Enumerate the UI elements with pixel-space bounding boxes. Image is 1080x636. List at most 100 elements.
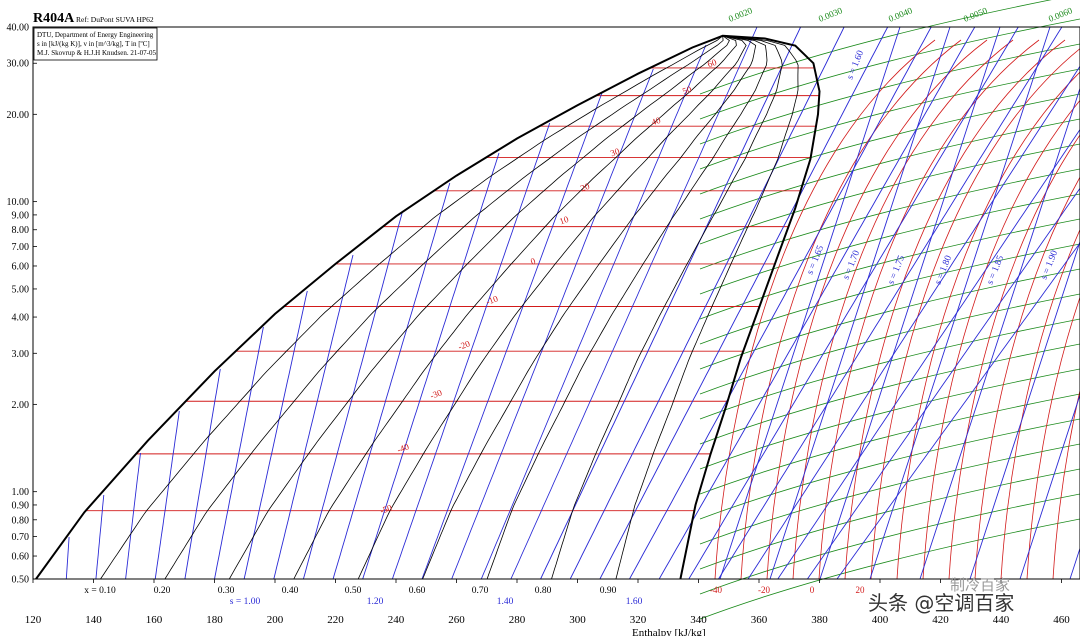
isotherm-label-bottom: 0 (810, 585, 815, 595)
enthalpy-tick-label: 320 (630, 614, 647, 626)
info-line-3: M.J. Skovrup & H.J.H Knudsen. 21-07-05 (37, 49, 157, 57)
isotherm-vapor-line (714, 39, 936, 580)
isotherm-vapor-line (1000, 228, 1080, 580)
watermark: 制冷百家 头条 @空调百家 (868, 576, 1014, 615)
enthalpy-tick-label: 300 (569, 614, 586, 626)
isochore-line (699, 193, 1080, 295)
quality-line (486, 35, 768, 580)
isotherm-vapor-line (792, 39, 1014, 580)
entropy-label: s = 1.00 (230, 597, 261, 607)
isentrope-line (95, 494, 105, 580)
saturation-dome (35, 34, 821, 580)
quality-lines (100, 35, 799, 580)
isentrope-line (362, 152, 500, 580)
isentrope-line (65, 536, 70, 580)
pressure-tick-label: 6.00 (12, 261, 30, 272)
chart-title: R404A (33, 11, 75, 26)
watermark-faded-text: 制冷百家 (950, 576, 1010, 594)
isentrope-line (718, 26, 1063, 580)
isotherm-label: 50 (681, 84, 693, 97)
pressure-tick-label: 1.00 (12, 487, 30, 498)
info-box (33, 27, 158, 61)
isochore-line (699, 268, 1080, 370)
isentrope-vapor-line (969, 240, 1080, 580)
isochore-line (699, 343, 1080, 445)
isentrope-line (629, 26, 932, 580)
info-line-2: s in [kJ/(kg K)], v in [m^3/kg], T in [º… (37, 40, 150, 48)
isochore-lines (699, 0, 1080, 620)
enthalpy-tick-label: 460 (1053, 614, 1070, 626)
pressure-tick-label: 40.00 (7, 23, 30, 34)
isentrope-vapor-line (1019, 393, 1080, 580)
quality-label: x = 0.10 (84, 586, 116, 596)
plot-frame (32, 26, 1080, 580)
isotherm-label: -20 (457, 338, 472, 352)
isotherm-label: 20 (579, 181, 591, 194)
pressure-tick-label: 20.00 (7, 110, 30, 121)
isochore-line (699, 493, 1080, 595)
enthalpy-tick-label: 380 (811, 614, 828, 626)
isentrope-line (480, 44, 707, 580)
isotherm-vapor-line (740, 39, 962, 580)
pressure-tick-label: 5.00 (12, 284, 30, 295)
quality-line (551, 35, 783, 580)
pressure-axis: 0.50 0.60 0.70 0.80 0.90 1.00 2.00 3.00 4.00 5.00… (7, 23, 37, 586)
enthalpy-tick-label: 360 (751, 614, 768, 626)
isentrope-line (658, 26, 976, 580)
entropy-label: 1.60 (626, 597, 643, 607)
isentrope-line (807, 187, 1080, 580)
isotherm-vapor-line (766, 39, 988, 580)
isentrope-line (243, 290, 308, 580)
isentrope-line (184, 368, 221, 580)
isotherm-label: 0 (529, 256, 537, 267)
isentrope-line (391, 122, 551, 580)
isentrope-lines (65, 26, 1080, 580)
enthalpy-tick-label: 420 (932, 614, 949, 626)
enthalpy-tick-label: 440 (993, 614, 1010, 626)
isotherm-vapor-line (896, 71, 1080, 580)
enthalpy-tick-label: 160 (146, 614, 163, 626)
isentrope-line (510, 26, 758, 580)
pressure-tick-label: 0.90 (12, 500, 30, 511)
isotherm-vapor-line (948, 134, 1080, 580)
pressure-tick-label: 0.70 (12, 532, 30, 543)
enthalpy-tick-label: 340 (690, 614, 707, 626)
isotherm-label: 40 (650, 115, 662, 128)
enthalpy-axis: 120 140 160 180 200 220 240 260 280 300 320 340 360 3… (25, 579, 1070, 626)
enthalpy-tick-label: 220 (327, 614, 344, 626)
pressure-tick-label: 4.00 (12, 313, 30, 324)
isentrope-line (569, 26, 845, 580)
isotherm-label: -30 (429, 387, 444, 401)
curve-labels: x = 0.10 0.20 0.30 0.40 0.50 0.60 0.70 0.80 0.90… (84, 5, 1074, 607)
isentrope-line (836, 242, 1080, 580)
enthalpy-tick-label: 400 (872, 614, 889, 626)
quality-label: 0.90 (600, 586, 617, 596)
isochore-line (699, 143, 1080, 245)
enthalpy-tick-label: 120 (25, 614, 42, 626)
isotherm-label-bottom: -20 (758, 585, 770, 595)
quality-line (357, 35, 747, 580)
quality-label: 0.30 (218, 586, 235, 596)
quality-line (422, 35, 757, 580)
quality-line (164, 35, 724, 580)
isentrope-line (332, 182, 451, 580)
x-axis-label: Enthalpy [kJ/kg] (632, 627, 706, 636)
isotherm-label: 10 (558, 214, 570, 227)
enthalpy-tick-label: 260 (448, 614, 465, 626)
quality-line (228, 35, 730, 580)
isochore-line (699, 518, 1080, 620)
entropy-label: 1.40 (497, 597, 514, 607)
isentrope-line (273, 254, 354, 580)
isentrope-line (688, 26, 1019, 580)
isentrope-vapor-line (919, 86, 1080, 580)
isochore-line (699, 393, 1080, 495)
isochore-line (699, 43, 1080, 145)
pressure-tick-label: 7.00 (12, 242, 30, 253)
isentrope-line (777, 128, 1080, 580)
entropy-label: 1.20 (367, 597, 384, 607)
enthalpy-tick-label: 200 (267, 614, 284, 626)
isentrope-line (214, 326, 264, 580)
isotherm-label: -10 (485, 293, 500, 307)
